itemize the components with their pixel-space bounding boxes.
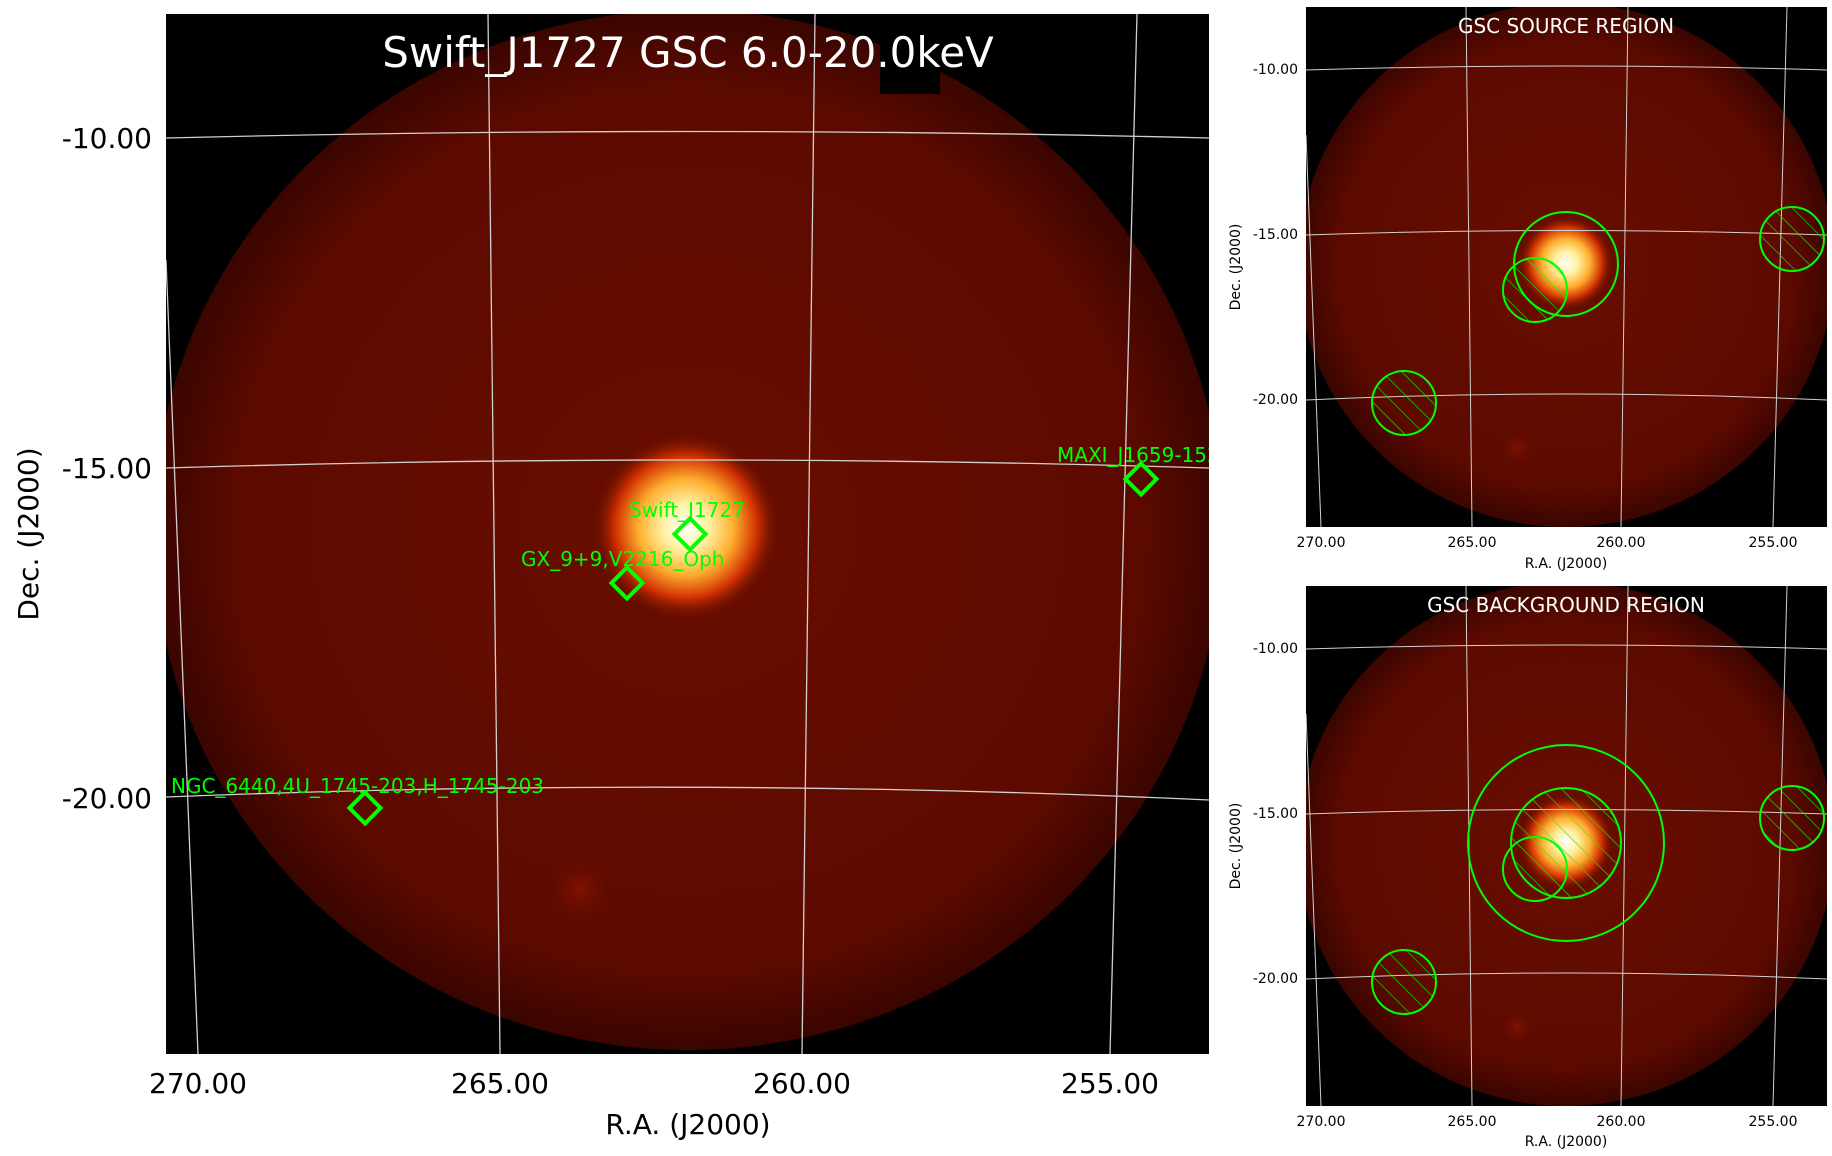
grid-ra-270	[166, 259, 199, 1054]
marker-swift-j1727[interactable]	[671, 515, 709, 553]
source-exclusion-gx[interactable]	[1502, 257, 1568, 323]
background-ytick-20: -20.00	[1253, 971, 1298, 987]
main-ytick-20: -20.00	[62, 782, 152, 815]
grid-ra-255	[1109, 14, 1138, 1054]
source-ylabel: Dec. (J2000)	[1228, 224, 1244, 311]
main-grid	[166, 14, 1209, 1054]
marker-maxi-j1659[interactable]	[1122, 460, 1160, 498]
grid-dec-15	[166, 459, 1209, 469]
background-exclusion-ngc[interactable]	[1371, 949, 1437, 1015]
grid-dec-20	[166, 786, 1209, 801]
main-source-markers	[346, 460, 1160, 827]
source-xtick-265: 265.00	[1448, 535, 1497, 551]
source-extraction-circle[interactable]	[1513, 211, 1619, 317]
sky-notch	[880, 14, 940, 94]
source-faint-blob	[1497, 428, 1537, 468]
label-maxi-j1659: MAXI_J1659-152	[1057, 443, 1220, 467]
grid-ra-260	[801, 14, 816, 1054]
bright-source-glow	[591, 432, 781, 622]
background-annulus-outer[interactable]	[1467, 744, 1665, 942]
background-ylabel: Dec. (J2000)	[1228, 803, 1244, 890]
main-ylabel: Dec. (J2000)	[12, 447, 45, 620]
label-swift-j1727: Swift_J1727	[629, 498, 745, 522]
background-xtick-265: 265.00	[1448, 1114, 1497, 1130]
background-exclusion-maxi[interactable]	[1759, 785, 1825, 851]
marker-ngc-6440[interactable]	[346, 789, 384, 827]
source-exclusion-ngc[interactable]	[1371, 370, 1437, 436]
background-xtick-260: 260.00	[1597, 1114, 1646, 1130]
marker-gx-9-9[interactable]	[608, 564, 646, 602]
background-exclusion-gx[interactable]	[1502, 836, 1568, 902]
background-ytick-10: -10.00	[1253, 641, 1298, 657]
background-region-panel: GSC BACKGROUND REGION 270.00 265.00 260.…	[1228, 586, 1827, 1150]
label-ngc-6440: NGC_6440,4U_1745-203,H_1745-203	[171, 774, 544, 798]
source-xtick-260: 260.00	[1597, 535, 1646, 551]
background-faint-blob	[1497, 1007, 1537, 1047]
main-xtick-255: 255.00	[1061, 1067, 1159, 1100]
source-exclusion-maxi[interactable]	[1759, 206, 1825, 272]
main-xtick-260: 260.00	[753, 1067, 851, 1100]
main-ytick-10: -10.00	[62, 122, 152, 155]
background-panel-title: GSC BACKGROUND REGION	[1427, 593, 1705, 617]
grid-dec-10	[166, 130, 1209, 139]
background-ytick-15: -15.00	[1253, 806, 1298, 822]
source-ytick-15: -15.00	[1253, 227, 1298, 243]
source-xtick-270: 270.00	[1297, 535, 1346, 551]
source-xlabel: R.A. (J2000)	[1525, 556, 1608, 572]
main-xtick-270: 270.00	[149, 1067, 247, 1100]
source-ytick-20: -20.00	[1253, 392, 1298, 408]
main-panel: Swift_J1727 GX_9+9,V2216_Oph MAXI_J1659-…	[12, 14, 1220, 1141]
source-xtick-255: 255.00	[1749, 535, 1798, 551]
background-xtick-255: 255.00	[1749, 1114, 1798, 1130]
main-title: Swift_J1727 GSC 6.0-20.0keV	[382, 28, 994, 77]
main-xlabel: R.A. (J2000)	[605, 1108, 770, 1141]
label-gx-9-9: GX_9+9,V2216_Oph	[521, 547, 724, 571]
source-ytick-10: -10.00	[1253, 62, 1298, 78]
background-annulus-inner[interactable]	[1510, 787, 1622, 899]
main-ytick-15: -15.00	[62, 452, 152, 485]
grid-ra-265	[487, 14, 501, 1054]
main-xtick-265: 265.00	[451, 1067, 549, 1100]
background-xtick-270: 270.00	[1297, 1114, 1346, 1130]
source-panel-title: GSC SOURCE REGION	[1458, 14, 1674, 38]
faint-blob	[540, 850, 620, 930]
source-region-panel: GSC SOURCE REGION 270.00 265.00 260.00 2…	[1228, 7, 1827, 572]
background-xlabel: R.A. (J2000)	[1525, 1134, 1608, 1150]
